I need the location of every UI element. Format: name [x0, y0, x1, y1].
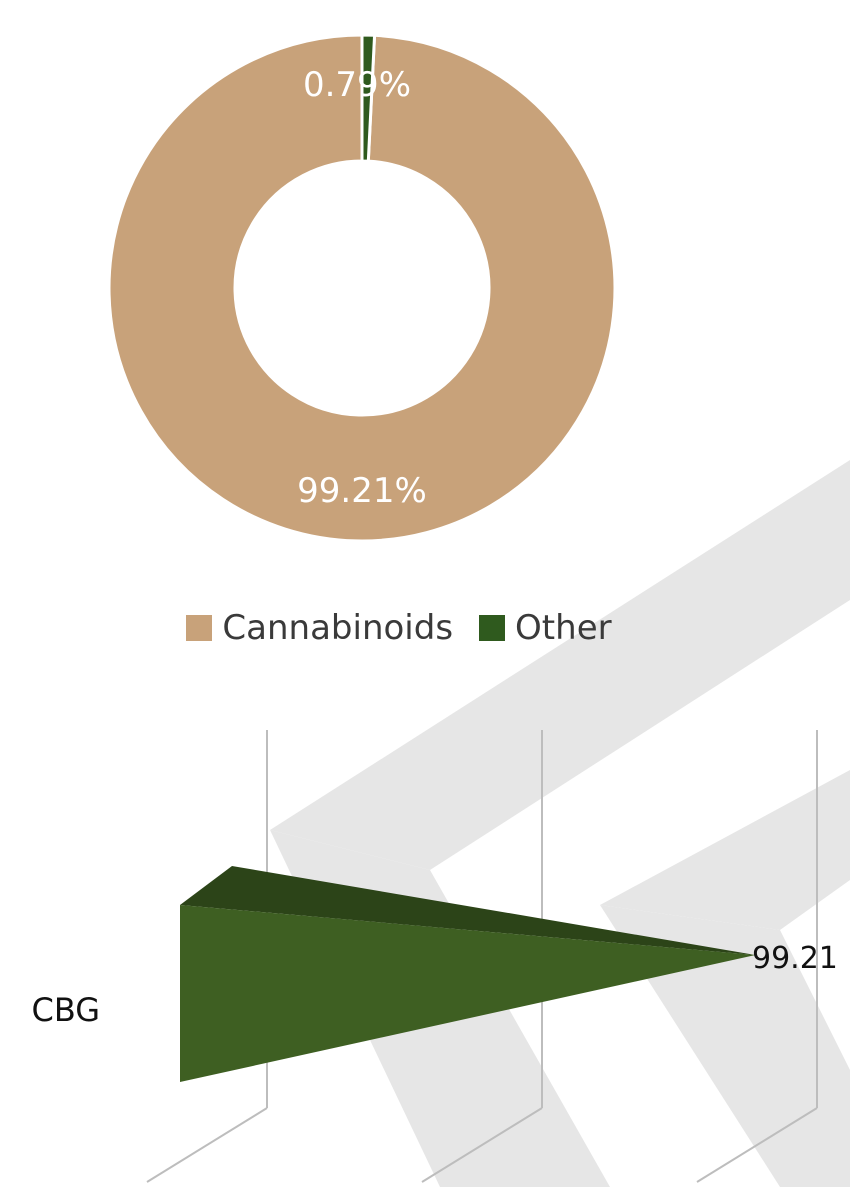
- bar-chart: CBG 99.21: [31, 730, 838, 1183]
- donut-slice-other: [360, 33, 377, 163]
- legend-swatch-cannabinoids: [186, 615, 213, 641]
- legend-swatch-other: [479, 615, 506, 641]
- donut-chart: 0.79% 99.21%: [107, 33, 617, 543]
- floor-gridline-2: [696, 1107, 818, 1183]
- slice-label-other: 0.79%: [303, 65, 411, 105]
- legend-label-other: Other: [515, 608, 612, 648]
- slice-label-cannabinoids: 99.21%: [297, 471, 427, 511]
- legend-item-cannabinoids: Cannabinoids: [186, 608, 453, 648]
- bar-cbg-top-face: [180, 866, 756, 955]
- floor-gridline-0: [146, 1107, 268, 1183]
- bar-cbg: [180, 905, 756, 1082]
- bar-value-label-cbg: 99.21: [752, 941, 838, 976]
- donut-slice-cannabinoids: [107, 33, 617, 543]
- legend-label-cannabinoids: Cannabinoids: [222, 608, 454, 648]
- legend-item-other: Other: [479, 608, 612, 648]
- category-label-cbg: CBG: [31, 991, 100, 1029]
- floor-gridline-1: [421, 1107, 543, 1183]
- legend: Cannabinoids Other: [0, 598, 850, 658]
